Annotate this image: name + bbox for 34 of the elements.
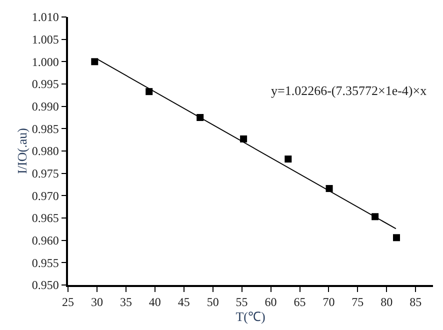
y-tick-label: 0.975 xyxy=(32,166,59,181)
y-tick-label: 0.965 xyxy=(32,211,59,226)
y-tick-label: 1.000 xyxy=(32,54,59,69)
x-tick-label: 35 xyxy=(120,295,132,310)
y-tick-label: 0.980 xyxy=(32,144,59,158)
annotation: y=1.02266-(7.35772×1e-4)×x xyxy=(271,83,428,98)
y-axis-title: I/IO(.au) xyxy=(14,128,30,174)
point xyxy=(91,58,98,66)
x-tick-label: 55 xyxy=(236,295,248,310)
x-tick-label: 40 xyxy=(148,295,161,310)
x-tick-label: 70 xyxy=(322,295,335,310)
y-tick-label: 1.010 xyxy=(32,10,59,24)
y-tick-label: 0.990 xyxy=(32,100,59,114)
x-tick-label: 50 xyxy=(206,295,219,310)
x-tick-label: 80 xyxy=(380,295,393,310)
point xyxy=(284,156,292,163)
point xyxy=(393,234,400,242)
y-tick-label: 0.995 xyxy=(32,77,59,92)
y-tick-label: 0.985 xyxy=(32,122,59,136)
x-tick-label: 30 xyxy=(90,295,103,310)
y-tick-label: 0.950 xyxy=(32,278,59,292)
point xyxy=(240,135,248,142)
x-tick-label: 60 xyxy=(264,295,277,310)
y-tick-label: 0.955 xyxy=(32,256,59,270)
y-tick-label: 0.960 xyxy=(32,234,59,248)
y-tick-label: 1.005 xyxy=(32,32,59,47)
point xyxy=(146,88,153,96)
x-tick-label: 85 xyxy=(410,295,422,310)
x-tick-label: 65 xyxy=(294,295,306,310)
y-tick-label: 0.970 xyxy=(32,188,59,203)
x-tick-label: 75 xyxy=(352,295,364,310)
x-tick-label: 25 xyxy=(62,295,74,310)
x-tick-label: 45 xyxy=(178,295,190,310)
x-axis-title: T(℃) xyxy=(236,309,266,324)
